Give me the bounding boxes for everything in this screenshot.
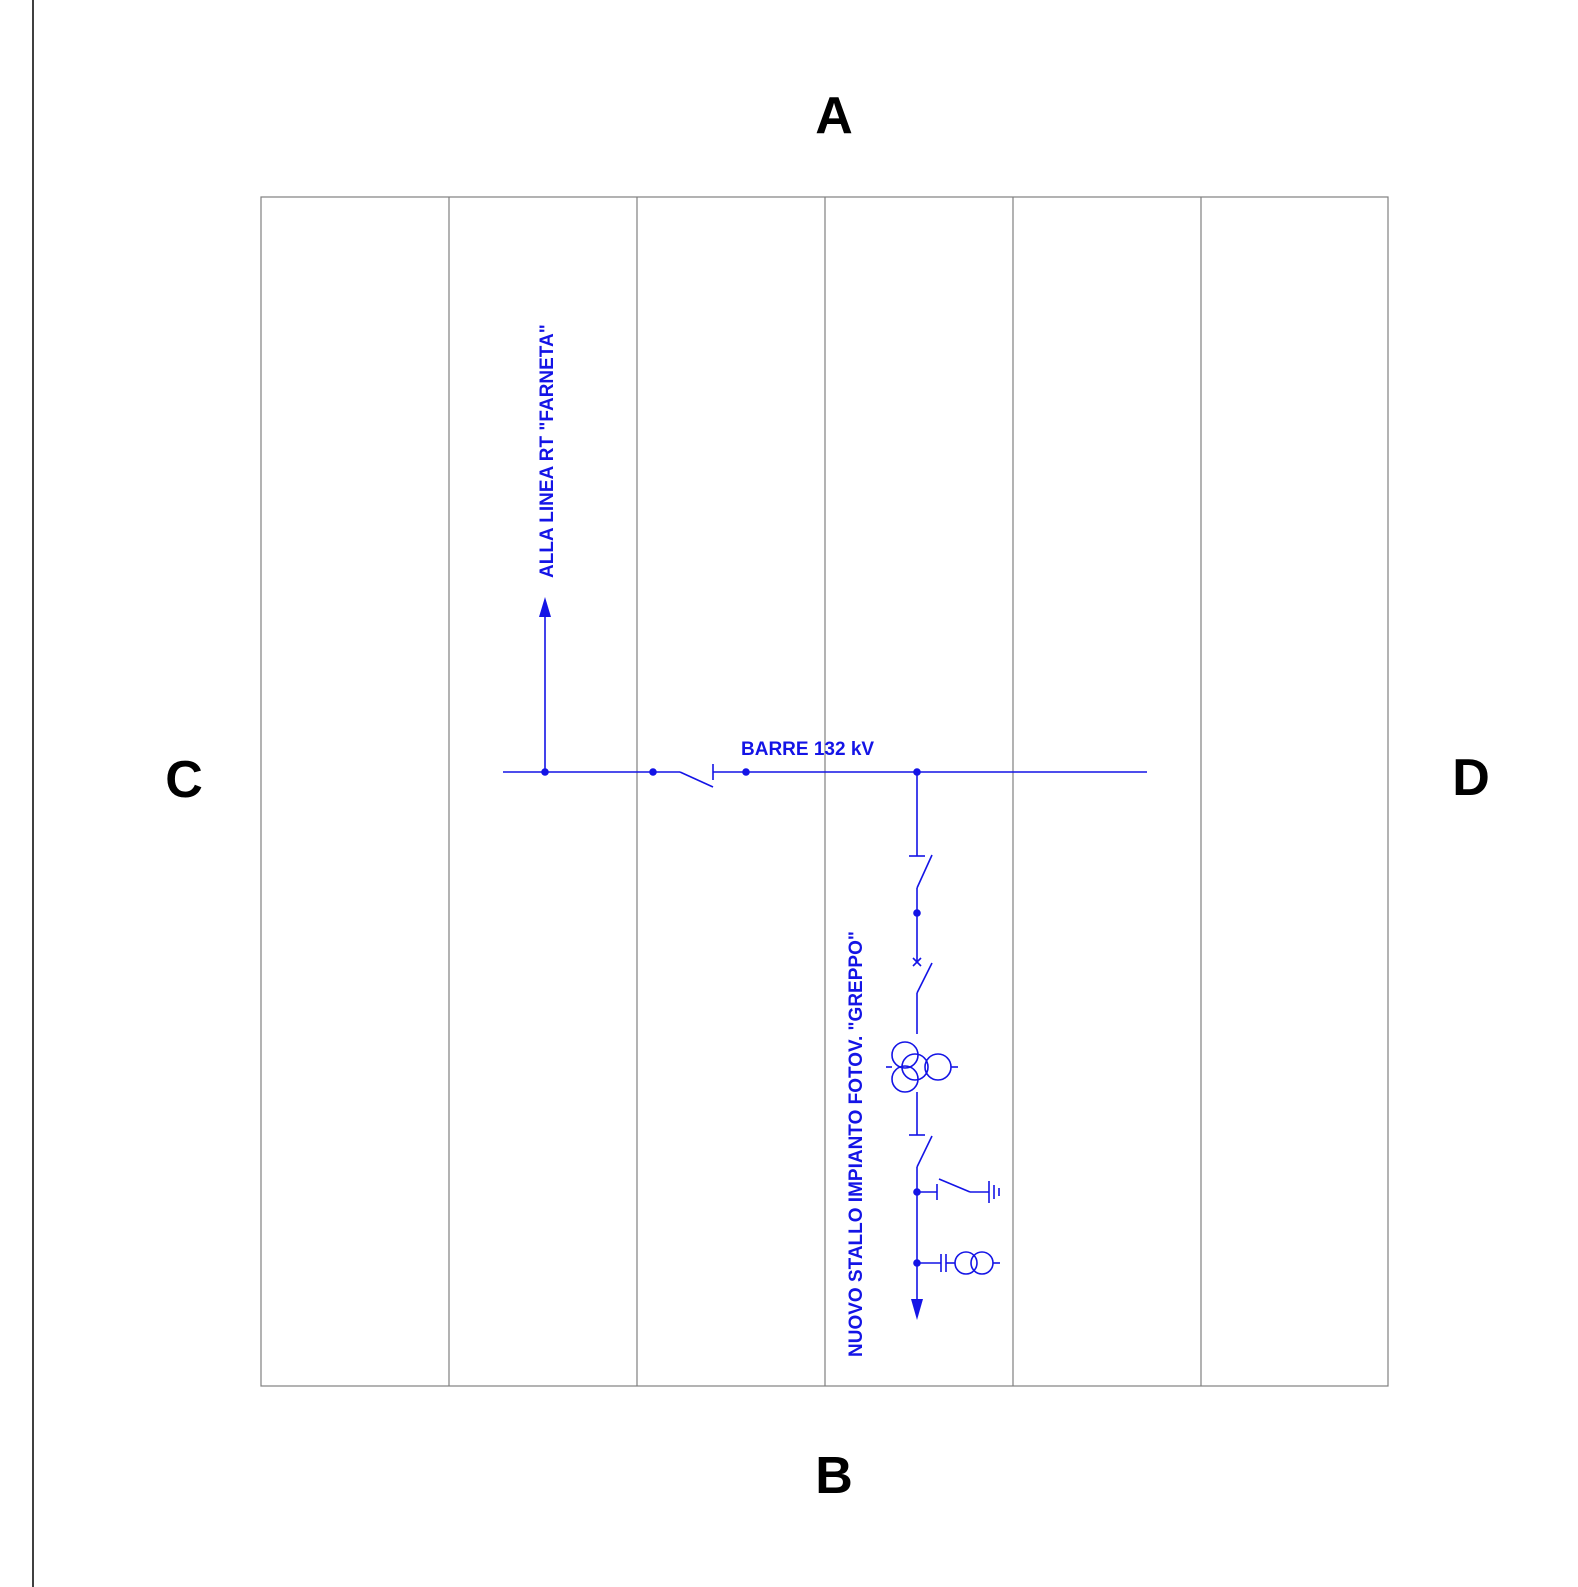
breaker-cross [912, 957, 922, 967]
ct-coil [891, 1041, 919, 1069]
busbar: BARRE 132 kV [503, 739, 1147, 773]
layout-grid [260, 196, 1389, 1387]
ct-coil [901, 1053, 929, 1081]
busbar-label: BARRE 132 kV [741, 739, 874, 760]
arrow-down-icon [911, 1299, 923, 1320]
current-transformer-icon [886, 1041, 958, 1135]
pv-bay: NUOVO STALLO IMPIANTO FOTOV. "GREPPO" [846, 768, 1000, 1357]
ct-coil [891, 1065, 919, 1093]
switch-blade [679, 771, 714, 788]
ct-coil [924, 1053, 952, 1081]
bay-label: NUOVO STALLO IMPIANTO FOTOV. "GREPPO" [846, 931, 867, 1357]
orientation-label-right: D [1452, 749, 1490, 807]
switch-blade [938, 1178, 971, 1193]
vt-coil [970, 1251, 994, 1275]
arrow-up-icon [539, 597, 551, 617]
switch-blade [916, 962, 933, 994]
earthing-switch [913, 1178, 1000, 1263]
circuit-breaker [912, 913, 933, 1034]
vt-coil [954, 1251, 978, 1275]
line-label: ALLA LINEA RT "FARNETA" [537, 324, 558, 578]
line-feeder: ALLA LINEA RT "FARNETA" [537, 324, 558, 776]
orientation-label-left: C [165, 751, 203, 809]
voltage-transformer-icon [913, 1251, 1000, 1275]
switch-blade [916, 1135, 933, 1168]
disconnector-switch [909, 854, 933, 917]
bus-sectionalizer-switch [649, 764, 750, 788]
line-disconnector-switch [909, 1134, 933, 1192]
orientation-label-bottom: B [815, 1447, 853, 1505]
switch-blade [916, 854, 933, 889]
junction-dot [742, 768, 750, 776]
orientation-label-top: A [815, 87, 853, 145]
